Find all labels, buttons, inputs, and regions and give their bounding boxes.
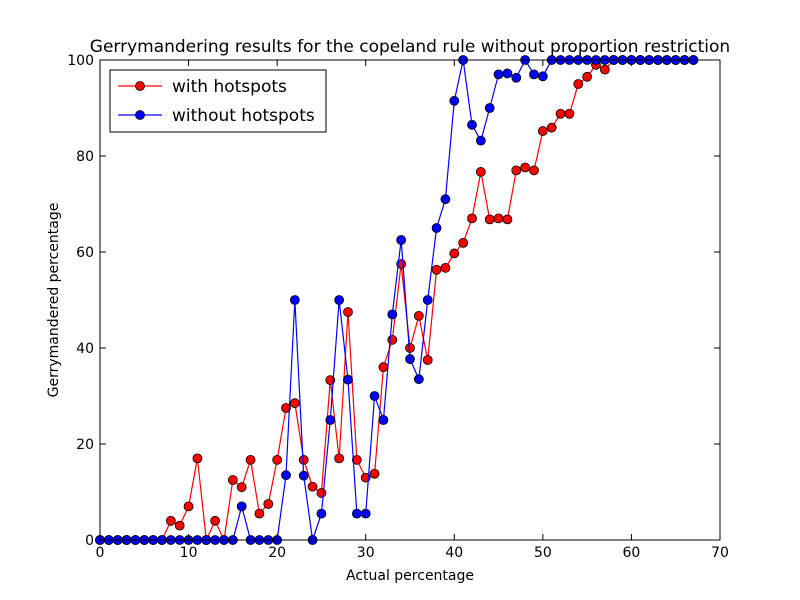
legend-label-with-hotspots: with hotspots	[172, 77, 287, 97]
data-point-with-hotspots	[236, 482, 247, 493]
data-point-without-hotspots	[369, 391, 380, 401]
data-point-with-hotspots	[272, 454, 283, 465]
data-point-with-hotspots	[289, 398, 300, 409]
x-tick-label: 30	[357, 545, 375, 561]
data-point-without-hotspots	[484, 103, 495, 113]
data-point-without-hotspots	[281, 470, 291, 481]
data-point-with-hotspots	[334, 453, 345, 464]
data-point-with-hotspots	[573, 79, 584, 89]
data-point-with-hotspots	[413, 310, 424, 321]
data-point-with-hotspots	[555, 108, 566, 119]
data-point-with-hotspots	[378, 362, 389, 373]
y-tick-label: 20	[76, 437, 94, 453]
axes-frame	[99, 59, 721, 541]
data-point-with-hotspots	[431, 264, 442, 275]
x-axis-label: Actual percentage	[346, 568, 474, 584]
data-point-with-hotspots	[484, 214, 495, 225]
data-point-without-hotspots	[502, 68, 513, 79]
x-tick-label: 60	[623, 545, 641, 561]
legend-marker-with-hotspots	[135, 81, 145, 91]
data-point-with-hotspots	[245, 454, 256, 465]
x-tick-label: 0	[96, 545, 105, 561]
data-point-with-hotspots	[174, 520, 185, 531]
data-point-with-hotspots	[493, 213, 504, 224]
data-point-with-hotspots	[511, 165, 522, 176]
plot-area	[100, 60, 720, 540]
data-point-without-hotspots	[475, 135, 486, 146]
data-point-without-hotspots	[343, 374, 353, 385]
data-point-with-hotspots	[210, 515, 221, 526]
legend: with hotspots without hotspots	[109, 69, 327, 133]
data-point-with-hotspots	[183, 501, 194, 512]
data-point-without-hotspots	[316, 508, 327, 519]
data-point-with-hotspots	[546, 122, 557, 133]
data-point-with-hotspots	[467, 213, 477, 224]
data-point-without-hotspots	[422, 295, 433, 305]
data-point-with-hotspots	[298, 454, 309, 465]
data-point-without-hotspots	[325, 415, 336, 425]
data-point-with-hotspots	[316, 488, 327, 498]
x-tick-label: 70	[711, 545, 729, 561]
data-point-without-hotspots	[298, 470, 309, 481]
data-point-with-hotspots	[564, 108, 575, 119]
y-tick-label: 100	[67, 53, 94, 69]
data-point-with-hotspots	[422, 355, 433, 365]
data-point-without-hotspots	[236, 501, 247, 512]
data-point-with-hotspots	[351, 454, 362, 465]
data-point-with-hotspots	[387, 334, 398, 345]
data-point-with-hotspots	[369, 468, 380, 479]
data-point-without-hotspots	[396, 235, 407, 245]
legend-label-without-hotspots: without hotspots	[172, 106, 315, 126]
data-point-with-hotspots	[458, 237, 469, 248]
data-point-without-hotspots	[378, 415, 389, 425]
data-point-with-hotspots	[440, 262, 451, 273]
y-tick-label: 0	[85, 533, 94, 549]
data-point-without-hotspots	[511, 72, 522, 83]
y-tick-label: 60	[76, 245, 94, 261]
data-point-with-hotspots	[475, 166, 486, 177]
data-point-without-hotspots	[431, 223, 442, 233]
x-tick-label: 10	[180, 545, 198, 561]
tick-layer: 0 10 20 30 40 50 60 70 0 20 40 60 80 100	[67, 53, 729, 561]
data-point-with-hotspots	[582, 71, 593, 82]
y-axis-label: Gerrymandered percentage	[46, 203, 62, 398]
x-tick-label: 50	[534, 545, 552, 561]
data-point-with-hotspots	[343, 307, 353, 317]
data-point-without-hotspots	[440, 194, 451, 205]
data-point-without-hotspots	[537, 71, 548, 82]
data-point-with-hotspots	[307, 481, 318, 492]
data-point-without-hotspots	[449, 95, 460, 106]
y-tick-label: 40	[76, 341, 94, 357]
data-point-with-hotspots	[227, 475, 238, 485]
data-point-without-hotspots	[334, 295, 345, 305]
data-point-without-hotspots	[351, 508, 362, 519]
data-point-with-hotspots	[192, 453, 203, 464]
data-point-with-hotspots	[449, 248, 460, 259]
data-point-without-hotspots	[289, 295, 300, 305]
data-point-with-hotspots	[537, 126, 548, 136]
data-point-with-hotspots	[529, 165, 539, 176]
x-tick-label: 40	[445, 545, 463, 561]
data-point-without-hotspots	[493, 69, 504, 80]
data-point-without-hotspots	[387, 309, 398, 320]
chart-title: Gerrymandering results for the copeland …	[90, 37, 730, 57]
data-point-without-hotspots	[467, 119, 477, 130]
data-point-without-hotspots	[413, 374, 424, 385]
data-point-without-hotspots	[529, 69, 539, 80]
data-point-with-hotspots	[254, 508, 265, 519]
data-point-with-hotspots	[281, 403, 291, 413]
data-point-with-hotspots	[263, 499, 274, 509]
data-point-with-hotspots	[165, 515, 176, 526]
y-tick-label: 80	[76, 149, 94, 165]
data-point-with-hotspots	[520, 162, 531, 173]
data-point-with-hotspots	[599, 64, 610, 75]
data-point-with-hotspots	[502, 214, 513, 225]
data-point-without-hotspots	[360, 508, 371, 519]
x-tick-label: 20	[268, 545, 286, 561]
legend-marker-without-hotspots	[135, 110, 145, 120]
data-point-without-hotspots	[405, 354, 415, 364]
